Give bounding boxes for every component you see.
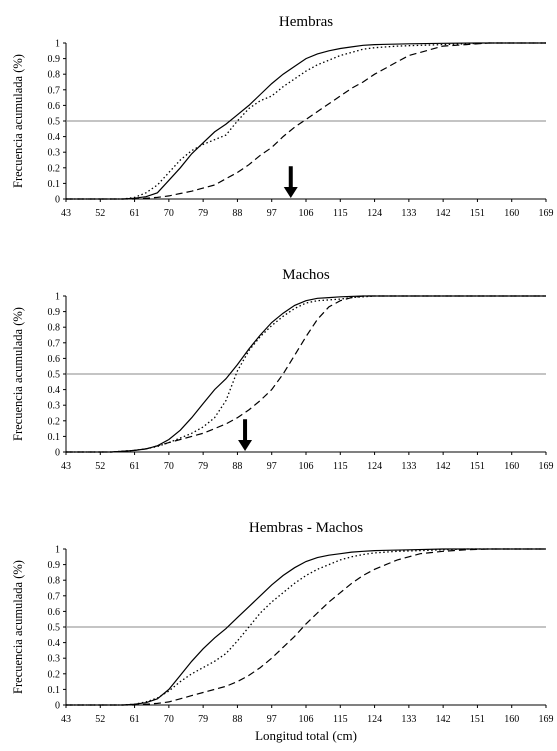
y-tick-label: 0.6 [48, 607, 61, 618]
x-tick-label: 169 [539, 208, 554, 219]
x-tick-label: 133 [401, 208, 416, 219]
y-tick-label: 0.3 [48, 148, 61, 159]
x-tick-label: 151 [470, 208, 485, 219]
x-tick-label: 142 [436, 208, 451, 219]
x-tick-label: 79 [198, 714, 208, 725]
x-tick-label: 70 [164, 208, 174, 219]
chart-title: Machos [282, 267, 330, 283]
x-tick-label: 52 [95, 461, 105, 472]
x-tick-label: 97 [267, 714, 277, 725]
x-tick-label: 52 [95, 208, 105, 219]
y-tick-label: 0.5 [48, 117, 61, 128]
y-tick-label: 1 [55, 39, 60, 50]
y-tick-label: 0.5 [48, 623, 61, 634]
y-tick-label: 0.6 [48, 354, 61, 365]
x-tick-label: 97 [267, 208, 277, 219]
y-tick-label: 0.4 [48, 638, 61, 649]
y-tick-label: 0.2 [48, 163, 61, 174]
y-tick-label: 0.1 [48, 432, 61, 443]
arrow-head [283, 187, 298, 198]
y-tick-label: 1 [55, 292, 60, 303]
x-tick-label: 160 [504, 714, 519, 725]
x-axis-label: Longitud total (cm) [255, 728, 357, 743]
series-line-dotted [66, 548, 546, 706]
x-tick-label: 115 [333, 208, 348, 219]
x-tick-label: 79 [198, 208, 208, 219]
x-tick-label: 124 [367, 714, 382, 725]
y-axis-label: Frecuencia acumulada (%) [11, 54, 25, 188]
x-tick-label: 88 [232, 208, 242, 219]
x-tick-label: 106 [299, 461, 314, 472]
arrow-shaft [243, 419, 248, 441]
y-tick-label: 0.6 [48, 101, 61, 112]
x-tick-label: 142 [436, 461, 451, 472]
arrow-head [238, 440, 253, 451]
chart-machos: Machos Frecuencia acumulada (%) 0 0.1 0.2 0… [11, 267, 554, 472]
chart-title: Hembras [279, 14, 333, 30]
x-tick-label: 169 [539, 461, 554, 472]
y-tick-label: 0.2 [48, 416, 61, 427]
y-tick-label: 0.8 [48, 323, 61, 334]
y-tick-label: 1 [55, 545, 60, 556]
x-tick-label: 160 [504, 461, 519, 472]
y-tick-label: 0.9 [48, 307, 61, 318]
x-tick-label: 106 [299, 208, 314, 219]
x-tick-label: 61 [130, 461, 140, 472]
y-tick-label: 0.4 [48, 132, 61, 143]
y-tick-label: 0.7 [48, 85, 61, 96]
x-tick-label: 151 [470, 461, 485, 472]
x-tick-label: 106 [299, 714, 314, 725]
chart-title: Hembras - Machos [249, 520, 363, 536]
series-line-dotted [66, 42, 546, 200]
x-tick-label: 115 [333, 461, 348, 472]
x-tick-label: 43 [61, 208, 71, 219]
x-tick-label: 52 [95, 714, 105, 725]
x-tick-label: 142 [436, 714, 451, 725]
y-tick-label: 0 [55, 448, 60, 459]
y-axis-label: Frecuencia acumulada (%) [11, 307, 25, 441]
x-tick-label: 43 [61, 461, 71, 472]
y-tick-label: 0.7 [48, 338, 61, 349]
x-tick-label: 169 [539, 714, 554, 725]
chart-hembras-machos: Hembras - Machos Frecuencia acumulada (%… [11, 520, 554, 725]
y-tick-label: 0.3 [48, 654, 61, 665]
x-tick-label: 61 [130, 208, 140, 219]
x-tick-label: 124 [367, 461, 382, 472]
chart-hembras: Hembras Frecuencia acumulada (%) 0 0.1 0.2… [11, 14, 554, 219]
y-tick-label: 0.1 [48, 685, 61, 696]
y-tick-label: 0.2 [48, 669, 61, 680]
x-tick-label: 115 [333, 714, 348, 725]
x-tick-label: 70 [164, 714, 174, 725]
y-tick-label: 0.8 [48, 576, 61, 587]
y-tick-label: 0.7 [48, 591, 61, 602]
y-tick-label: 0.1 [48, 179, 61, 190]
x-tick-label: 97 [267, 461, 277, 472]
x-tick-label: 88 [232, 461, 242, 472]
x-tick-label: 88 [232, 714, 242, 725]
x-tick-label: 124 [367, 208, 382, 219]
y-tick-label: 0.9 [48, 54, 61, 65]
x-tick-label: 160 [504, 208, 519, 219]
x-tick-label: 133 [401, 714, 416, 725]
y-axis-label: Frecuencia acumulada (%) [11, 560, 25, 694]
series-line-dashed [66, 42, 546, 200]
x-tick-label: 133 [401, 461, 416, 472]
y-tick-label: 0.9 [48, 560, 61, 571]
y-tick-label: 0.4 [48, 385, 61, 396]
y-tick-label: 0 [55, 701, 60, 712]
y-tick-label: 0 [55, 195, 60, 206]
y-tick-label: 0.5 [48, 370, 61, 381]
x-tick-label: 151 [470, 714, 485, 725]
x-tick-label: 61 [130, 714, 140, 725]
x-tick-label: 79 [198, 461, 208, 472]
x-tick-label: 70 [164, 461, 174, 472]
series-line-dashed [66, 548, 546, 706]
series-line-solid [66, 42, 546, 200]
x-tick-label: 43 [61, 714, 71, 725]
arrow-shaft [288, 166, 293, 188]
y-tick-label: 0.8 [48, 70, 61, 81]
y-tick-label: 0.3 [48, 401, 61, 412]
series-line-dashed [66, 295, 546, 453]
